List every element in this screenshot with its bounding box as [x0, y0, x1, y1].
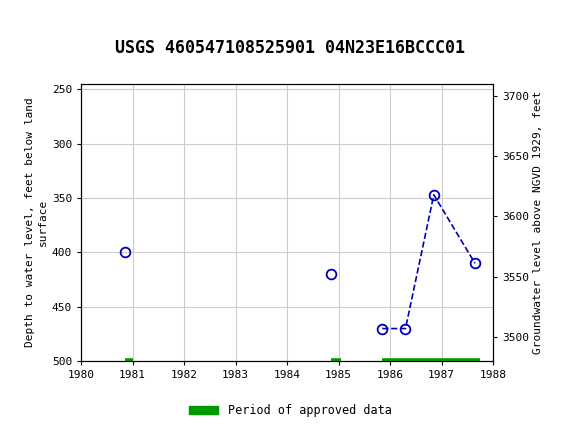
Text: ▒: ▒	[3, 2, 20, 35]
Y-axis label: Groundwater level above NGVD 1929, feet: Groundwater level above NGVD 1929, feet	[533, 91, 543, 354]
Text: USGS 460547108525901 04N23E16BCCC01: USGS 460547108525901 04N23E16BCCC01	[115, 39, 465, 57]
Text: USGS: USGS	[38, 9, 85, 28]
Legend: Period of approved data: Period of approved data	[184, 399, 396, 422]
Y-axis label: Depth to water level, feet below land
surface: Depth to water level, feet below land su…	[26, 98, 48, 347]
